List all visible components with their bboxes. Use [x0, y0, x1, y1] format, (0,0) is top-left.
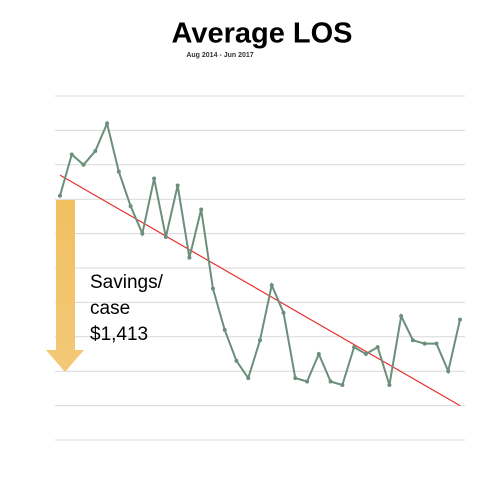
data-point [422, 341, 427, 346]
data-point [375, 345, 380, 350]
annotation-text: case [90, 298, 130, 319]
data-point [199, 207, 204, 212]
data-point [446, 369, 451, 374]
data-point [152, 176, 157, 181]
chart-title: Average LOS [171, 18, 352, 50]
data-point [387, 382, 392, 387]
data-point [305, 379, 310, 384]
data-point [222, 327, 227, 332]
data-point [81, 162, 86, 167]
annotation: Savings/case $1,413 [90, 272, 164, 345]
data-point [434, 341, 439, 346]
data-point [410, 338, 415, 343]
data-point [316, 352, 321, 356]
data-point [116, 169, 121, 174]
data-point [281, 310, 286, 315]
annotation-text: Savings/ [90, 272, 164, 293]
data-point [58, 193, 62, 198]
data-line [59, 120, 461, 387]
data-point [399, 314, 404, 319]
data-point [293, 376, 298, 381]
data-point [363, 352, 368, 356]
grid [55, 95, 465, 441]
data-point [187, 255, 192, 260]
data-point [140, 231, 145, 236]
data-point [328, 379, 333, 384]
data-point [340, 382, 345, 387]
data-point [93, 149, 98, 154]
data-point [210, 286, 215, 291]
data-point [234, 358, 239, 363]
annotation-text: $1,413 [90, 324, 148, 345]
plot [58, 120, 462, 407]
data-point [246, 376, 251, 381]
savings-arrow [46, 200, 84, 372]
data-point [163, 235, 168, 240]
data-point [105, 121, 110, 126]
data-point [175, 183, 180, 188]
data-point [458, 317, 462, 322]
data-point [258, 338, 262, 343]
data-point [352, 345, 357, 350]
data-point [69, 152, 74, 157]
data-point [269, 283, 274, 288]
data-point [128, 204, 133, 209]
chart-subtitle: Aug 2014 - Jun 2017 [186, 52, 253, 59]
